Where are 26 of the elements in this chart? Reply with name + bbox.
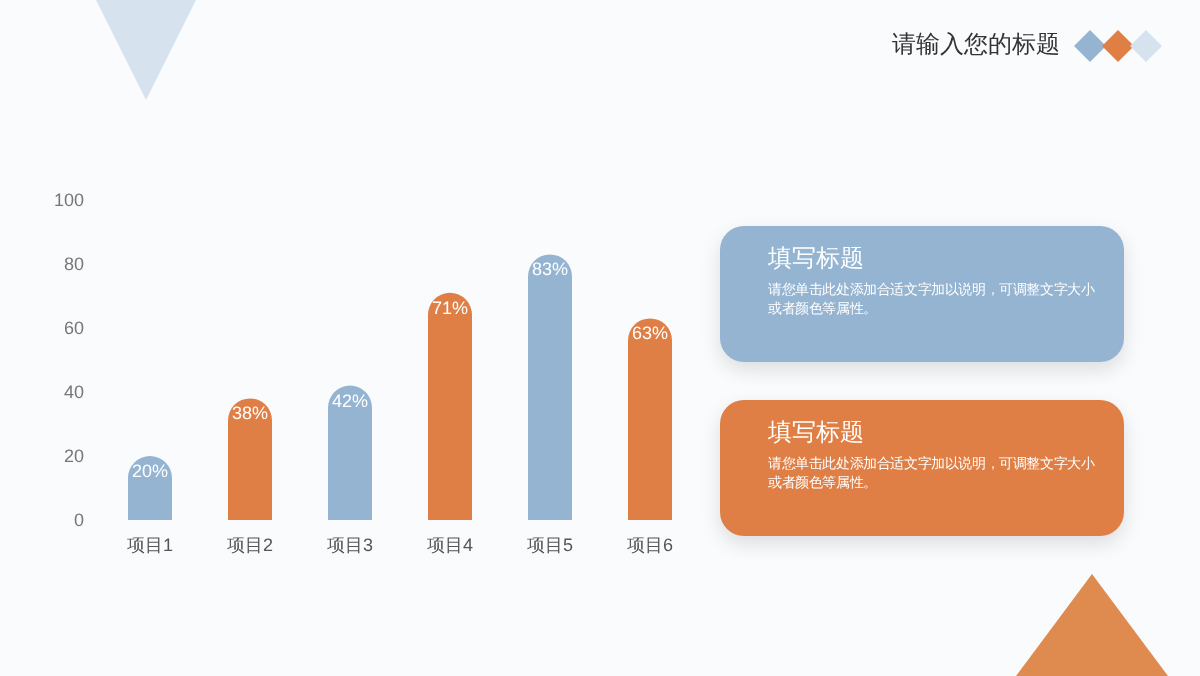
x-tick-label: 项目6	[626, 535, 674, 555]
data-label: 20%	[131, 461, 169, 481]
data-label: 83%	[531, 259, 569, 280]
x-tick-label: 项目5	[526, 535, 574, 555]
x-tick-label: 项目2	[226, 535, 274, 555]
data-label: 71%	[431, 297, 469, 318]
bar	[628, 318, 672, 520]
bar	[528, 254, 572, 520]
bar	[228, 398, 272, 520]
bar	[428, 292, 472, 520]
x-tick-label: 项目1	[126, 535, 174, 555]
text: 请输入您的标题	[892, 28, 1060, 62]
x-tick-label: 项目3	[326, 535, 374, 555]
y-tick-label: 100	[53, 190, 84, 210]
y-tick-label: 60	[63, 318, 84, 338]
text: 填写标题	[768, 416, 866, 450]
y-tick-label: 0	[73, 510, 84, 530]
x-tick-label: 项目4	[426, 535, 474, 555]
data-label: 63%	[631, 323, 669, 344]
data-label: 42%	[331, 390, 369, 411]
text: 填写标题	[768, 242, 866, 276]
bar	[328, 385, 372, 520]
y-tick-label: 40	[63, 382, 84, 402]
y-tick-label: 20	[63, 446, 84, 466]
y-tick-label: 80	[63, 254, 84, 274]
data-label: 38%	[231, 403, 269, 424]
